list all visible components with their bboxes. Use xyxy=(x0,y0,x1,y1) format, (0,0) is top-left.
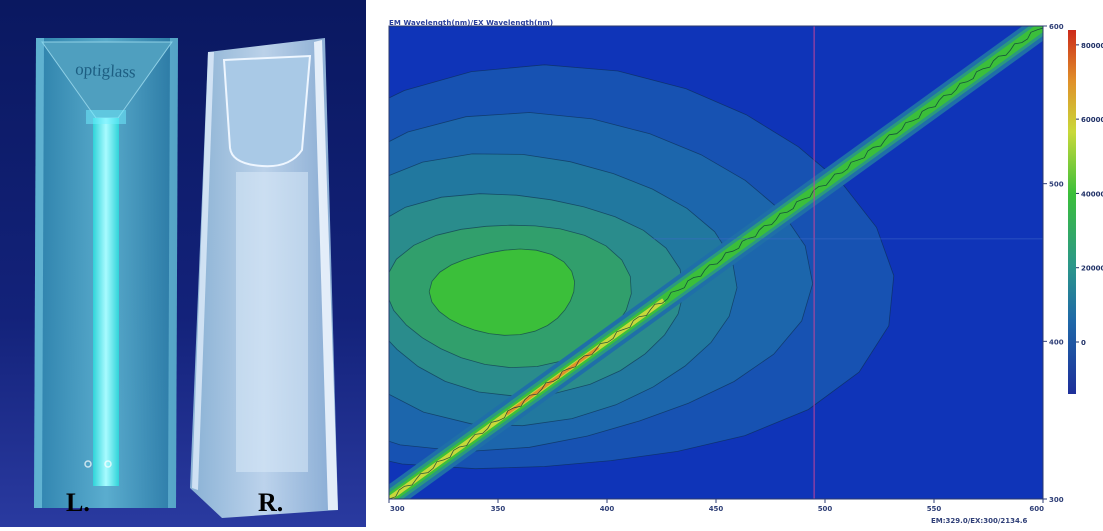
x-tick-label: 300 xyxy=(390,505,405,513)
plot-title: EM Wavelength(nm)/EX Wavelength(nm) xyxy=(389,19,554,27)
colorbar-tick-label: 0 xyxy=(1081,339,1086,347)
cuvette-photo-drawing: optiglass xyxy=(0,0,366,527)
cuvette-photo: optiglass L. R. xyxy=(0,0,366,527)
colorbar-tick-label: 40000 xyxy=(1081,190,1103,198)
cursor-readout: EM:329.0/EX:300/2134.6 xyxy=(931,517,1028,525)
x-tick-label: 450 xyxy=(709,505,724,513)
cursor-lines xyxy=(650,26,1043,499)
contour-level xyxy=(428,248,576,336)
scatter-band-peak xyxy=(505,346,600,416)
y-tick-label: 600 xyxy=(1049,23,1064,31)
cuvette-engraving: optiglass xyxy=(75,59,136,81)
colorbar-tick-label: 60000 xyxy=(1081,116,1103,124)
x-tick-label: 350 xyxy=(491,505,506,513)
colorbar-tick-label: 20000 xyxy=(1081,265,1103,273)
x-tick-label: 500 xyxy=(818,505,833,513)
contour-chart: 300 350 400 450 500 550 600 300 400 500 600 0 2000… xyxy=(388,23,1103,513)
y-tick-label: 500 xyxy=(1049,181,1064,189)
x-tick-label: 400 xyxy=(600,505,615,513)
rayleigh-scatter-band xyxy=(389,26,1043,499)
scatter-band-ridge xyxy=(389,27,1043,499)
right-cuvette-sample xyxy=(236,172,308,472)
x-axis-ticks: 300 350 400 450 500 550 600 xyxy=(388,499,1044,513)
colorbar-ticks: 0 20000 40000 60000 80000 xyxy=(1076,42,1103,347)
x-tick-label: 600 xyxy=(1029,505,1044,513)
colorbar xyxy=(1068,30,1076,394)
right-cuvette-inner-well xyxy=(222,54,312,168)
y-tick-label: 300 xyxy=(1049,496,1064,504)
left-cuvette-glow-channel xyxy=(93,118,119,486)
x-tick-label: 550 xyxy=(927,505,942,513)
right-cuvette-label: R. xyxy=(258,488,284,517)
y-tick-label: 400 xyxy=(1049,338,1064,346)
colorbar-tick-label: 80000 xyxy=(1081,42,1103,50)
left-cuvette-label: L. xyxy=(66,488,90,517)
y-axis-ticks: 300 400 500 600 xyxy=(1043,23,1064,504)
